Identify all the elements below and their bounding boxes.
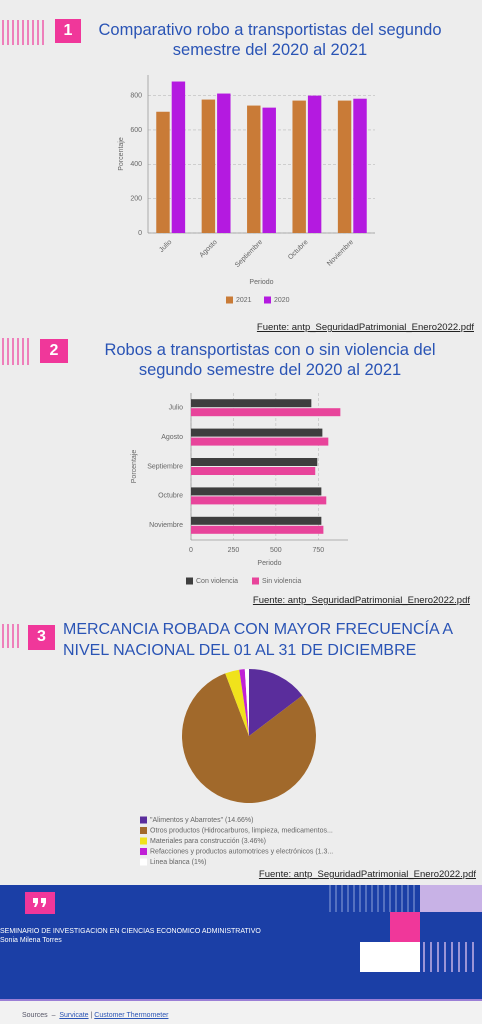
- y-tick-label: 200: [130, 195, 142, 202]
- pie-slice: [244, 669, 249, 736]
- source: Fuente: antp_SeguridadPatrimonial_Enero2…: [256, 322, 474, 333]
- bar: [201, 99, 216, 234]
- y-tick-label: Septiembre: [147, 463, 183, 470]
- x-tick-label: 250: [228, 547, 240, 554]
- y-tick-label: Agosto: [161, 434, 183, 441]
- author: Sonia Milena Torres: [0, 937, 62, 944]
- y-tick-label: Noviembre: [149, 522, 183, 529]
- legend-swatch: [140, 827, 147, 834]
- section-number: 1: [55, 19, 81, 43]
- bar: [292, 100, 306, 233]
- section-number: 2: [40, 339, 68, 363]
- legend-swatch: [264, 296, 271, 304]
- y-tick-label: Julio: [169, 405, 184, 412]
- legend-label: 2020: [274, 297, 290, 304]
- legend-label: Sin violencia: [262, 578, 301, 585]
- y-tick-label: 800: [130, 92, 142, 99]
- section-number: 3: [28, 625, 55, 650]
- bar: [191, 437, 329, 446]
- x-tick-label: 750: [312, 547, 324, 554]
- bar: [337, 100, 352, 233]
- legend-label: Refacciones y productos automotrices y e…: [150, 848, 333, 855]
- legend-swatch: [186, 577, 193, 585]
- pie-slice: [239, 669, 249, 736]
- bar: [191, 516, 322, 525]
- section-title: Robos a transportistas con o sin violenc…: [104, 341, 436, 379]
- y-tick-label: 0: [138, 230, 142, 237]
- pie-slice: [182, 673, 316, 803]
- dash: –: [51, 1012, 56, 1019]
- source: Fuente: antp_SeguridadPatrimonial_Enero2…: [258, 869, 476, 880]
- bar: [191, 458, 318, 466]
- bar: [307, 95, 322, 233]
- source: Fuente: antp_SeguridadPatrimonial_Enero2…: [252, 595, 470, 606]
- bar: [171, 81, 186, 233]
- x-axis-label: Periodo: [249, 279, 273, 286]
- x-axis-label: Periodo: [257, 560, 281, 567]
- x-tick-label: Septiembre: [234, 239, 264, 269]
- bar: [191, 496, 327, 505]
- divider: |: [90, 1012, 93, 1019]
- bar: [191, 487, 322, 496]
- legend-swatch: [140, 837, 147, 845]
- x-tick-label: Octubre: [287, 239, 310, 262]
- legend-swatch: [140, 848, 147, 855]
- pie-slice: [225, 669, 249, 736]
- bar: [262, 107, 276, 233]
- y-tick-label: Octubre: [158, 493, 183, 500]
- legend-label: "Alimentos y Abarrotes" (14.66%): [150, 817, 253, 824]
- y-axis-label: Porcentaje: [131, 450, 138, 484]
- legend-label: 2021: [236, 297, 252, 304]
- sources: Sources – Survicate | Customer Thermomet…: [22, 1012, 168, 1019]
- bar: [217, 93, 231, 234]
- x-tick-label: Julio: [158, 239, 173, 254]
- y-tick-label: 400: [130, 161, 142, 168]
- organization: SEMINARIO DE INVESTIGACION EN CIENCIAS E…: [0, 928, 261, 935]
- y-tick-label: 600: [130, 127, 142, 134]
- pie-slice: [249, 669, 303, 736]
- link[interactable]: Survicate: [59, 1012, 89, 1019]
- x-tick-label: 500: [270, 547, 282, 554]
- legend-swatch: [226, 296, 233, 304]
- bar: [191, 408, 341, 417]
- x-tick-label: Agosto: [198, 239, 218, 259]
- sources-label: Sources: [22, 1012, 48, 1019]
- bar: [191, 428, 323, 437]
- legend-label: Materiales para construcción (3.46%): [150, 838, 266, 845]
- bar: [191, 467, 316, 475]
- bar: [353, 98, 367, 233]
- legend-label: Linea blanca (1%): [150, 859, 206, 866]
- section-title: Comparativo robo a transportistas del se…: [98, 21, 442, 59]
- footer-art: [0, 885, 482, 1024]
- x-tick-label: Noviembre: [326, 239, 355, 268]
- section-title: MERCANCIA ROBADA CON MAYOR FRECUENCÍA A …: [63, 621, 453, 659]
- y-axis-label: Porcentaje: [118, 137, 125, 171]
- legend-swatch: [140, 816, 147, 824]
- bar: [247, 105, 261, 233]
- x-tick-label: 0: [189, 547, 193, 554]
- bar: [156, 111, 170, 233]
- legend-swatch: [252, 577, 259, 585]
- legend-label: Otros productos (Hidrocarburos, limpieza…: [150, 827, 333, 834]
- legend-swatch: [140, 858, 147, 866]
- legend-label: Con violencia: [196, 578, 238, 585]
- bar: [191, 399, 312, 408]
- bar: [191, 525, 324, 534]
- stripes: [2, 20, 44, 648]
- link[interactable]: Customer Thermometer: [94, 1012, 169, 1019]
